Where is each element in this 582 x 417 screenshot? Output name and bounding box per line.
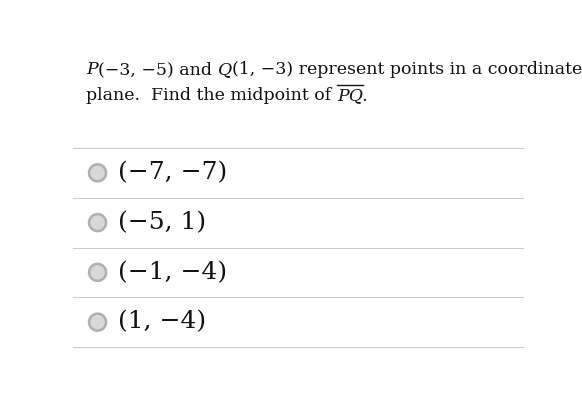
Text: (−3, −5) and: (−3, −5) and <box>98 61 218 78</box>
Text: PQ.: PQ. <box>337 87 368 104</box>
Text: (−1, −4): (−1, −4) <box>118 261 227 284</box>
Text: (1, −4): (1, −4) <box>118 311 206 334</box>
Ellipse shape <box>90 216 105 230</box>
Ellipse shape <box>90 166 105 180</box>
Text: P: P <box>86 61 98 78</box>
Text: (−5, 1): (−5, 1) <box>118 211 206 234</box>
Ellipse shape <box>88 213 107 232</box>
Ellipse shape <box>88 163 107 183</box>
Text: plane.  Find the midpoint of: plane. Find the midpoint of <box>86 87 337 104</box>
Text: (1, −3) represent points in a coordinate: (1, −3) represent points in a coordinate <box>232 61 582 78</box>
Ellipse shape <box>88 263 107 282</box>
Text: PQ: PQ <box>337 87 363 104</box>
Ellipse shape <box>90 265 105 280</box>
Ellipse shape <box>90 315 105 329</box>
Text: (−7, −7): (−7, −7) <box>118 161 227 184</box>
Text: Q: Q <box>218 61 232 78</box>
Ellipse shape <box>88 312 107 332</box>
